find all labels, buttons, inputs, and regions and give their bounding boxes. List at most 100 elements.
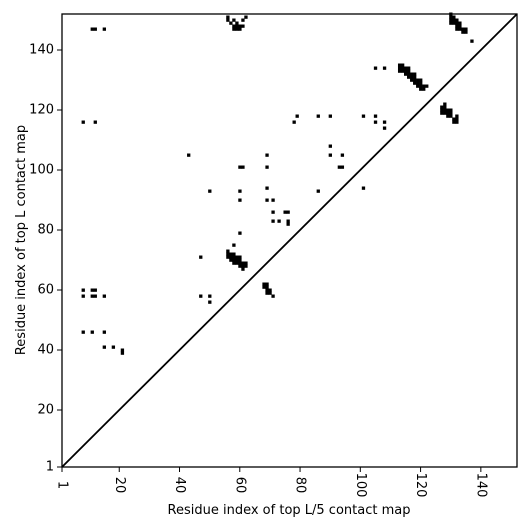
contact-point bbox=[455, 27, 459, 31]
contact-point bbox=[90, 330, 94, 334]
contact-point bbox=[187, 153, 191, 157]
contact-point bbox=[440, 111, 444, 115]
contact-point bbox=[232, 261, 236, 265]
contact-point bbox=[238, 24, 242, 28]
contact-points bbox=[81, 12, 474, 355]
contact-point bbox=[449, 18, 453, 22]
contact-point bbox=[241, 165, 245, 169]
contact-point bbox=[232, 258, 236, 262]
contact-point bbox=[199, 294, 203, 298]
y-tick-label: 1 bbox=[46, 460, 54, 475]
x-tick-label: 40 bbox=[172, 477, 187, 494]
contact-point bbox=[400, 63, 405, 67]
contact-point bbox=[404, 66, 408, 70]
x-axis-label: Residue index of top L/5 contact map bbox=[168, 503, 411, 518]
contact-point bbox=[425, 84, 429, 88]
contact-point bbox=[90, 294, 94, 298]
contact-point bbox=[232, 255, 236, 259]
contact-point bbox=[440, 108, 444, 112]
y-tick-label: 40 bbox=[37, 343, 54, 358]
contact-point bbox=[238, 261, 242, 265]
contact-point bbox=[400, 69, 405, 73]
contact-point bbox=[458, 21, 462, 25]
contact-point bbox=[361, 186, 366, 190]
contact-point bbox=[449, 108, 453, 112]
contact-point bbox=[235, 24, 239, 28]
contact-point bbox=[416, 81, 420, 85]
contact-point bbox=[455, 117, 459, 121]
contact-point bbox=[316, 189, 320, 193]
contact-point bbox=[120, 351, 125, 355]
y-tick-label: 120 bbox=[29, 103, 54, 118]
contact-point bbox=[208, 294, 212, 298]
contact-point bbox=[458, 24, 462, 28]
contact-point bbox=[286, 222, 290, 226]
contact-point bbox=[232, 27, 236, 31]
contact-point bbox=[226, 252, 230, 256]
contact-point bbox=[268, 288, 272, 292]
contact-point bbox=[400, 66, 405, 70]
contact-point bbox=[102, 294, 106, 298]
contact-point bbox=[90, 288, 94, 292]
contact-point bbox=[452, 21, 456, 25]
contact-point bbox=[235, 261, 239, 265]
y-tick-label: 60 bbox=[37, 283, 54, 298]
contact-point bbox=[449, 15, 453, 19]
contact-point bbox=[413, 81, 417, 85]
contact-point bbox=[455, 18, 459, 22]
contact-point bbox=[271, 210, 275, 214]
contact-point bbox=[232, 243, 236, 247]
contact-point bbox=[382, 66, 387, 70]
contact-point bbox=[316, 114, 320, 118]
x-tick-label: 20 bbox=[112, 477, 127, 494]
contact-point bbox=[199, 255, 203, 259]
contact-point bbox=[340, 165, 345, 169]
contact-point bbox=[382, 126, 387, 130]
contact-point bbox=[443, 108, 447, 112]
contact-point bbox=[422, 87, 426, 91]
contact-point bbox=[229, 258, 233, 262]
contact-point bbox=[404, 72, 408, 76]
contact-point bbox=[238, 255, 242, 259]
x-tick-label: 140 bbox=[473, 473, 488, 498]
contact-point bbox=[455, 120, 459, 124]
y-tick-label: 140 bbox=[29, 43, 54, 58]
contact-point bbox=[413, 78, 417, 82]
contact-point bbox=[238, 198, 242, 202]
contact-point bbox=[229, 255, 233, 259]
contact-point bbox=[410, 72, 414, 76]
contact-point bbox=[452, 117, 456, 121]
contact-point bbox=[241, 267, 245, 271]
contact-point bbox=[238, 189, 242, 193]
contact-point bbox=[449, 114, 453, 118]
contact-point bbox=[235, 21, 239, 25]
contact-point bbox=[102, 330, 106, 334]
contact-point bbox=[265, 282, 269, 286]
contact-point bbox=[452, 18, 456, 22]
contact-point bbox=[397, 69, 402, 73]
contact-point bbox=[226, 255, 230, 259]
x-tick-label: 60 bbox=[232, 477, 247, 494]
contact-point bbox=[81, 288, 85, 292]
contact-point bbox=[262, 285, 266, 289]
contact-point bbox=[407, 66, 411, 70]
contact-point bbox=[452, 120, 456, 124]
contact-point bbox=[229, 21, 233, 25]
contact-point bbox=[235, 255, 239, 259]
contact-point bbox=[449, 21, 453, 25]
contact-point bbox=[208, 189, 212, 193]
contact-point bbox=[286, 219, 290, 223]
contact-point bbox=[262, 282, 266, 286]
contact-point bbox=[238, 27, 242, 31]
contact-point bbox=[208, 300, 212, 304]
contact-point bbox=[235, 27, 239, 31]
contact-point bbox=[120, 348, 125, 352]
contact-point bbox=[271, 219, 275, 223]
contact-point bbox=[265, 165, 269, 169]
contact-point bbox=[271, 198, 275, 202]
contact-point bbox=[373, 120, 378, 124]
x-tick-label: 100 bbox=[353, 473, 368, 498]
contact-point bbox=[461, 30, 465, 34]
contact-point bbox=[102, 345, 106, 349]
